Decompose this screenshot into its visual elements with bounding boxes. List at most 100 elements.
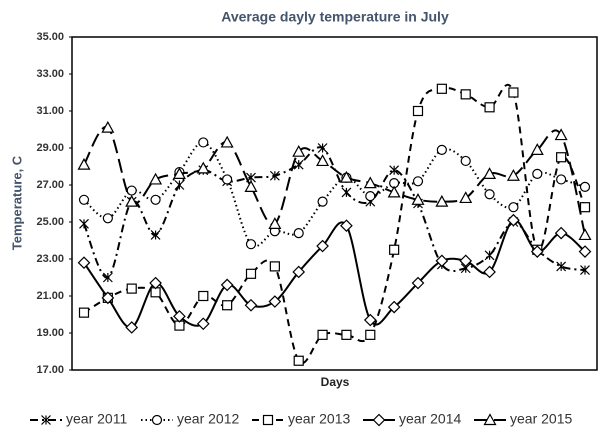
marker [389, 165, 400, 176]
marker [483, 167, 497, 179]
marker [341, 187, 352, 198]
marker [387, 300, 401, 314]
marker [363, 313, 377, 327]
marker [484, 189, 495, 200]
marker [363, 176, 377, 189]
marker [245, 239, 257, 250]
marker [150, 194, 161, 205]
legend-label: year 2012 [177, 411, 239, 427]
marker [483, 413, 497, 426]
marker [125, 321, 139, 334]
marker [149, 276, 162, 290]
marker [365, 191, 376, 202]
marker [220, 135, 234, 148]
marker [125, 194, 139, 207]
series-line [83, 141, 586, 248]
marker [372, 413, 386, 427]
y-tick-label: 27.00 [36, 179, 64, 191]
legend-label: year 2013 [288, 411, 350, 427]
marker [78, 194, 90, 205]
plot-frame [71, 36, 598, 371]
marker [530, 143, 544, 155]
marker [484, 250, 495, 261]
marker [317, 196, 328, 207]
marker [220, 278, 234, 292]
marker [580, 265, 590, 276]
y-tick-label: 35.00 [36, 31, 64, 43]
marker [317, 143, 328, 153]
marker [79, 218, 89, 229]
legend-label: year 2015 [510, 411, 572, 427]
series-line [83, 146, 586, 279]
marker [387, 185, 401, 198]
marker [508, 202, 519, 213]
marker [340, 219, 353, 233]
marker [436, 144, 447, 155]
marker [149, 172, 163, 185]
marker [316, 154, 330, 167]
marker [173, 310, 186, 323]
marker [293, 228, 304, 239]
legend-label: year 2011 [66, 411, 127, 427]
marker [484, 102, 495, 113]
marker [78, 307, 90, 318]
marker [126, 283, 137, 294]
marker [196, 161, 210, 174]
marker [317, 329, 328, 340]
marker [268, 217, 282, 229]
marker [244, 298, 258, 312]
marker [268, 295, 282, 308]
marker [244, 180, 258, 192]
marker [101, 120, 115, 133]
marker [412, 105, 424, 117]
marker [579, 181, 591, 192]
marker [411, 276, 425, 290]
marker [101, 291, 115, 305]
marker [293, 159, 304, 170]
y-tick-label: 19.00 [36, 327, 64, 339]
marker [507, 213, 520, 227]
marker [269, 261, 280, 272]
legend-label: year 2014 [399, 411, 461, 427]
marker [436, 83, 447, 94]
y-tick-label: 25.00 [36, 216, 64, 228]
marker [150, 230, 161, 240]
y-tick-label: 29.00 [36, 142, 64, 154]
y-tick-label: 31.00 [36, 105, 64, 117]
marker [556, 174, 567, 185]
series-line [83, 126, 586, 236]
x-axis-label: Days [321, 375, 350, 389]
marker [316, 239, 329, 253]
marker [508, 87, 519, 98]
marker [530, 245, 544, 258]
marker [460, 155, 471, 167]
marker [579, 202, 591, 213]
y-tick-label: 23.00 [36, 253, 64, 265]
marker [532, 168, 543, 179]
marker [174, 180, 185, 190]
marker [198, 137, 209, 148]
marker [126, 185, 137, 196]
marker [222, 300, 233, 311]
y-tick-label: 21.00 [36, 290, 64, 302]
marker [151, 414, 163, 426]
marker [102, 213, 113, 224]
marker [435, 194, 449, 207]
marker [196, 317, 210, 331]
marker [556, 152, 567, 163]
marker [339, 170, 353, 183]
marker [459, 254, 473, 268]
marker [262, 414, 274, 426]
marker [389, 244, 400, 255]
marker [411, 193, 425, 205]
marker [578, 228, 592, 241]
marker [554, 128, 568, 141]
marker [556, 261, 567, 272]
marker [341, 329, 352, 340]
marker [435, 254, 449, 268]
marker [412, 176, 424, 187]
marker [172, 167, 186, 179]
marker [460, 89, 471, 100]
marker [102, 272, 113, 283]
